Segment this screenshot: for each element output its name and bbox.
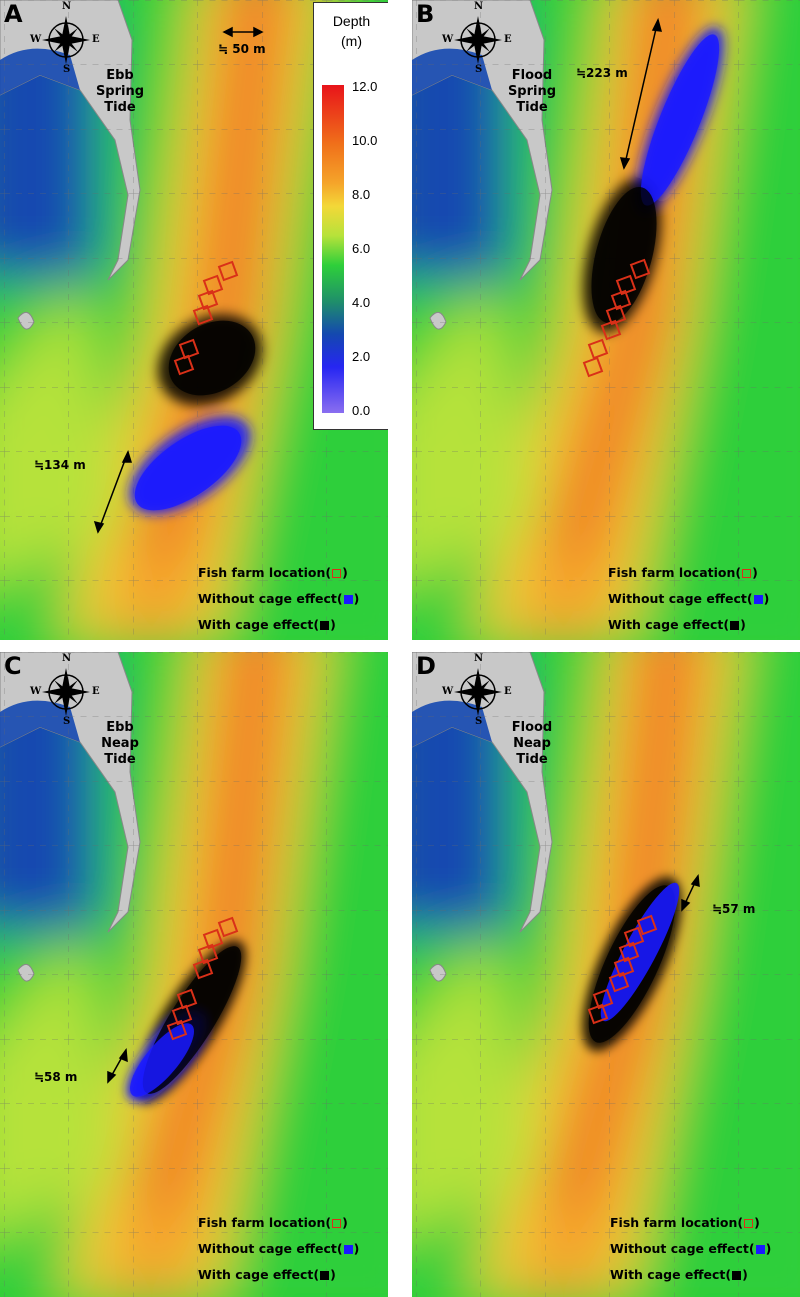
compass-s: S <box>475 64 483 75</box>
without-cage-swatch <box>755 1245 765 1254</box>
legend-with-cage: With cage effect() <box>198 617 336 632</box>
fish-farm-cages <box>173 260 239 376</box>
panel-a: A N S W E Ebb Spring Tide ≒ 50 m ≒134 m … <box>0 0 388 640</box>
farm-swatch <box>742 569 752 578</box>
farm-swatch <box>744 1219 754 1228</box>
tide-label: Ebb Neap Tide <box>101 720 139 767</box>
distance-label: ≒223 m <box>576 66 628 80</box>
scale-bar-arrow <box>222 26 264 38</box>
panel-label: A <box>4 0 23 28</box>
legend: Fish farm location() Without cage effect… <box>610 1210 771 1288</box>
farm-swatch <box>332 1219 342 1228</box>
bathymetry-map <box>0 652 388 1297</box>
compass-w: W <box>30 686 42 697</box>
compass-e: E <box>92 686 100 697</box>
colorbar-tick: 10.0 <box>352 133 378 148</box>
panel-b: B N S W E Flood Spring Tide ≒223 m Fish … <box>412 0 800 640</box>
bathymetry-map <box>412 652 800 1297</box>
compass-n: N <box>474 1 484 12</box>
without-cage-swatch <box>343 595 353 604</box>
legend-farm: Fish farm location() <box>198 1215 348 1230</box>
legend: Fish farm location() Without cage effect… <box>608 560 769 638</box>
compass-rose-icon <box>454 668 502 716</box>
legend-without-cage: Without cage effect() <box>610 1241 772 1256</box>
without-cage-swatch <box>343 1245 353 1254</box>
distance-arrow <box>93 449 133 534</box>
compass-e: E <box>92 34 100 45</box>
distance-arrow <box>681 874 700 912</box>
compass-n: N <box>62 1 72 12</box>
legend-farm: Fish farm location() <box>610 1215 760 1230</box>
legend-farm: Fish farm location() <box>198 565 348 580</box>
bathymetry-map <box>412 0 800 640</box>
compass-s: S <box>63 64 71 75</box>
colorbar-tick: 2.0 <box>352 349 371 364</box>
legend-with-cage: With cage effect() <box>608 617 746 632</box>
panel-label: C <box>4 652 22 680</box>
scale-label: ≒ 50 m <box>218 42 266 56</box>
panel-d: D N S W E Flood Neap Tide ≒57 m Fish far… <box>412 652 800 1297</box>
legend: Fish farm location() Without cage effect… <box>198 1210 359 1288</box>
compass-e: E <box>504 34 512 45</box>
fish-farm-cages <box>587 914 658 1025</box>
legend-without-cage: Without cage effect() <box>198 1241 360 1256</box>
distance-arrow <box>107 1047 128 1084</box>
legend-farm: Fish farm location() <box>608 565 758 580</box>
legend-with-cage: With cage effect() <box>610 1267 748 1282</box>
with-cage-swatch <box>320 1271 330 1280</box>
colorbar-title: Depth <box>332 13 371 29</box>
legend: Fish farm location() Without cage effect… <box>198 560 359 638</box>
compass-s: S <box>63 716 71 727</box>
compass-s: S <box>475 716 483 727</box>
compass-n: N <box>474 653 484 664</box>
legend-without-cage: Without cage effect() <box>608 591 770 606</box>
depth-colorbar: Depth (m) 12.0 10.0 8.0 6.0 4.0 2.0 0.0 <box>313 2 388 430</box>
distance-label: ≒57 m <box>712 902 756 916</box>
colorbar-tick: 8.0 <box>352 187 371 202</box>
farm-swatch <box>332 569 342 578</box>
compass-n: N <box>62 653 72 664</box>
without-cage-swatch <box>753 595 763 604</box>
panel-c: C N S W E Ebb Neap Tide ≒58 m Fish farm … <box>0 652 388 1297</box>
tide-label: Flood Neap Tide <box>511 720 553 767</box>
tide-label: Flood Spring Tide <box>507 68 557 115</box>
compass-w: W <box>30 34 42 45</box>
compass-rose-icon <box>454 16 502 64</box>
legend-with-cage: With cage effect() <box>198 1267 336 1282</box>
panel-label: B <box>416 0 435 28</box>
compass-e: E <box>504 686 512 697</box>
colorbar-gradient <box>322 85 344 413</box>
with-cage-swatch <box>732 1271 742 1280</box>
compass-w: W <box>442 686 454 697</box>
fish-farm-cages <box>582 258 651 378</box>
compass-rose-icon <box>42 668 90 716</box>
colorbar-tick: 12.0 <box>352 79 378 94</box>
with-cage-swatch <box>320 621 330 630</box>
fish-farm-cages <box>166 916 239 1041</box>
with-cage-swatch <box>730 621 740 630</box>
distance-label: ≒58 m <box>34 1070 78 1084</box>
legend-without-cage: Without cage effect() <box>198 591 360 606</box>
compass-rose-icon <box>42 16 90 64</box>
colorbar-unit: (m) <box>341 33 362 49</box>
panel-label: D <box>416 652 436 680</box>
colorbar-tick: 4.0 <box>352 295 371 310</box>
colorbar-tick: 0.0 <box>352 403 371 418</box>
tide-label: Ebb Spring Tide <box>95 68 145 115</box>
compass-w: W <box>442 34 454 45</box>
distance-arrow <box>619 17 663 170</box>
distance-label: ≒134 m <box>34 458 86 472</box>
colorbar-tick: 6.0 <box>352 241 371 256</box>
